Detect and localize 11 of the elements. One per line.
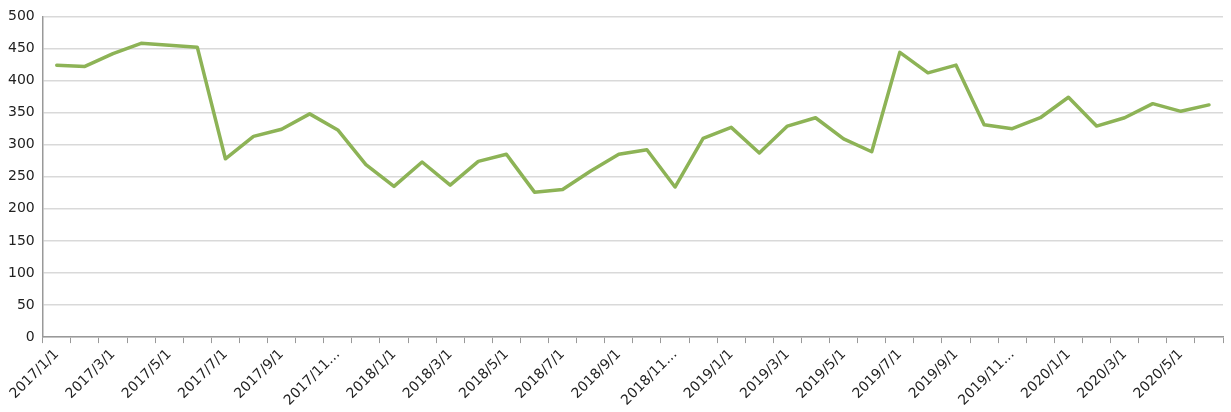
y-tick-label: 400 [7, 71, 35, 88]
y-tick-label: 150 [7, 231, 35, 248]
y-tick-label: 200 [7, 199, 35, 216]
y-tick-label: 100 [7, 263, 35, 280]
y-tick-label: 350 [7, 103, 35, 120]
y-tick-label: 450 [7, 39, 35, 56]
y-tick-label: 300 [7, 135, 35, 152]
y-tick-label: 500 [7, 7, 35, 24]
y-tick-label: 0 [25, 327, 35, 344]
y-tick-label: 50 [16, 295, 35, 312]
y-tick-label: 250 [7, 167, 35, 184]
